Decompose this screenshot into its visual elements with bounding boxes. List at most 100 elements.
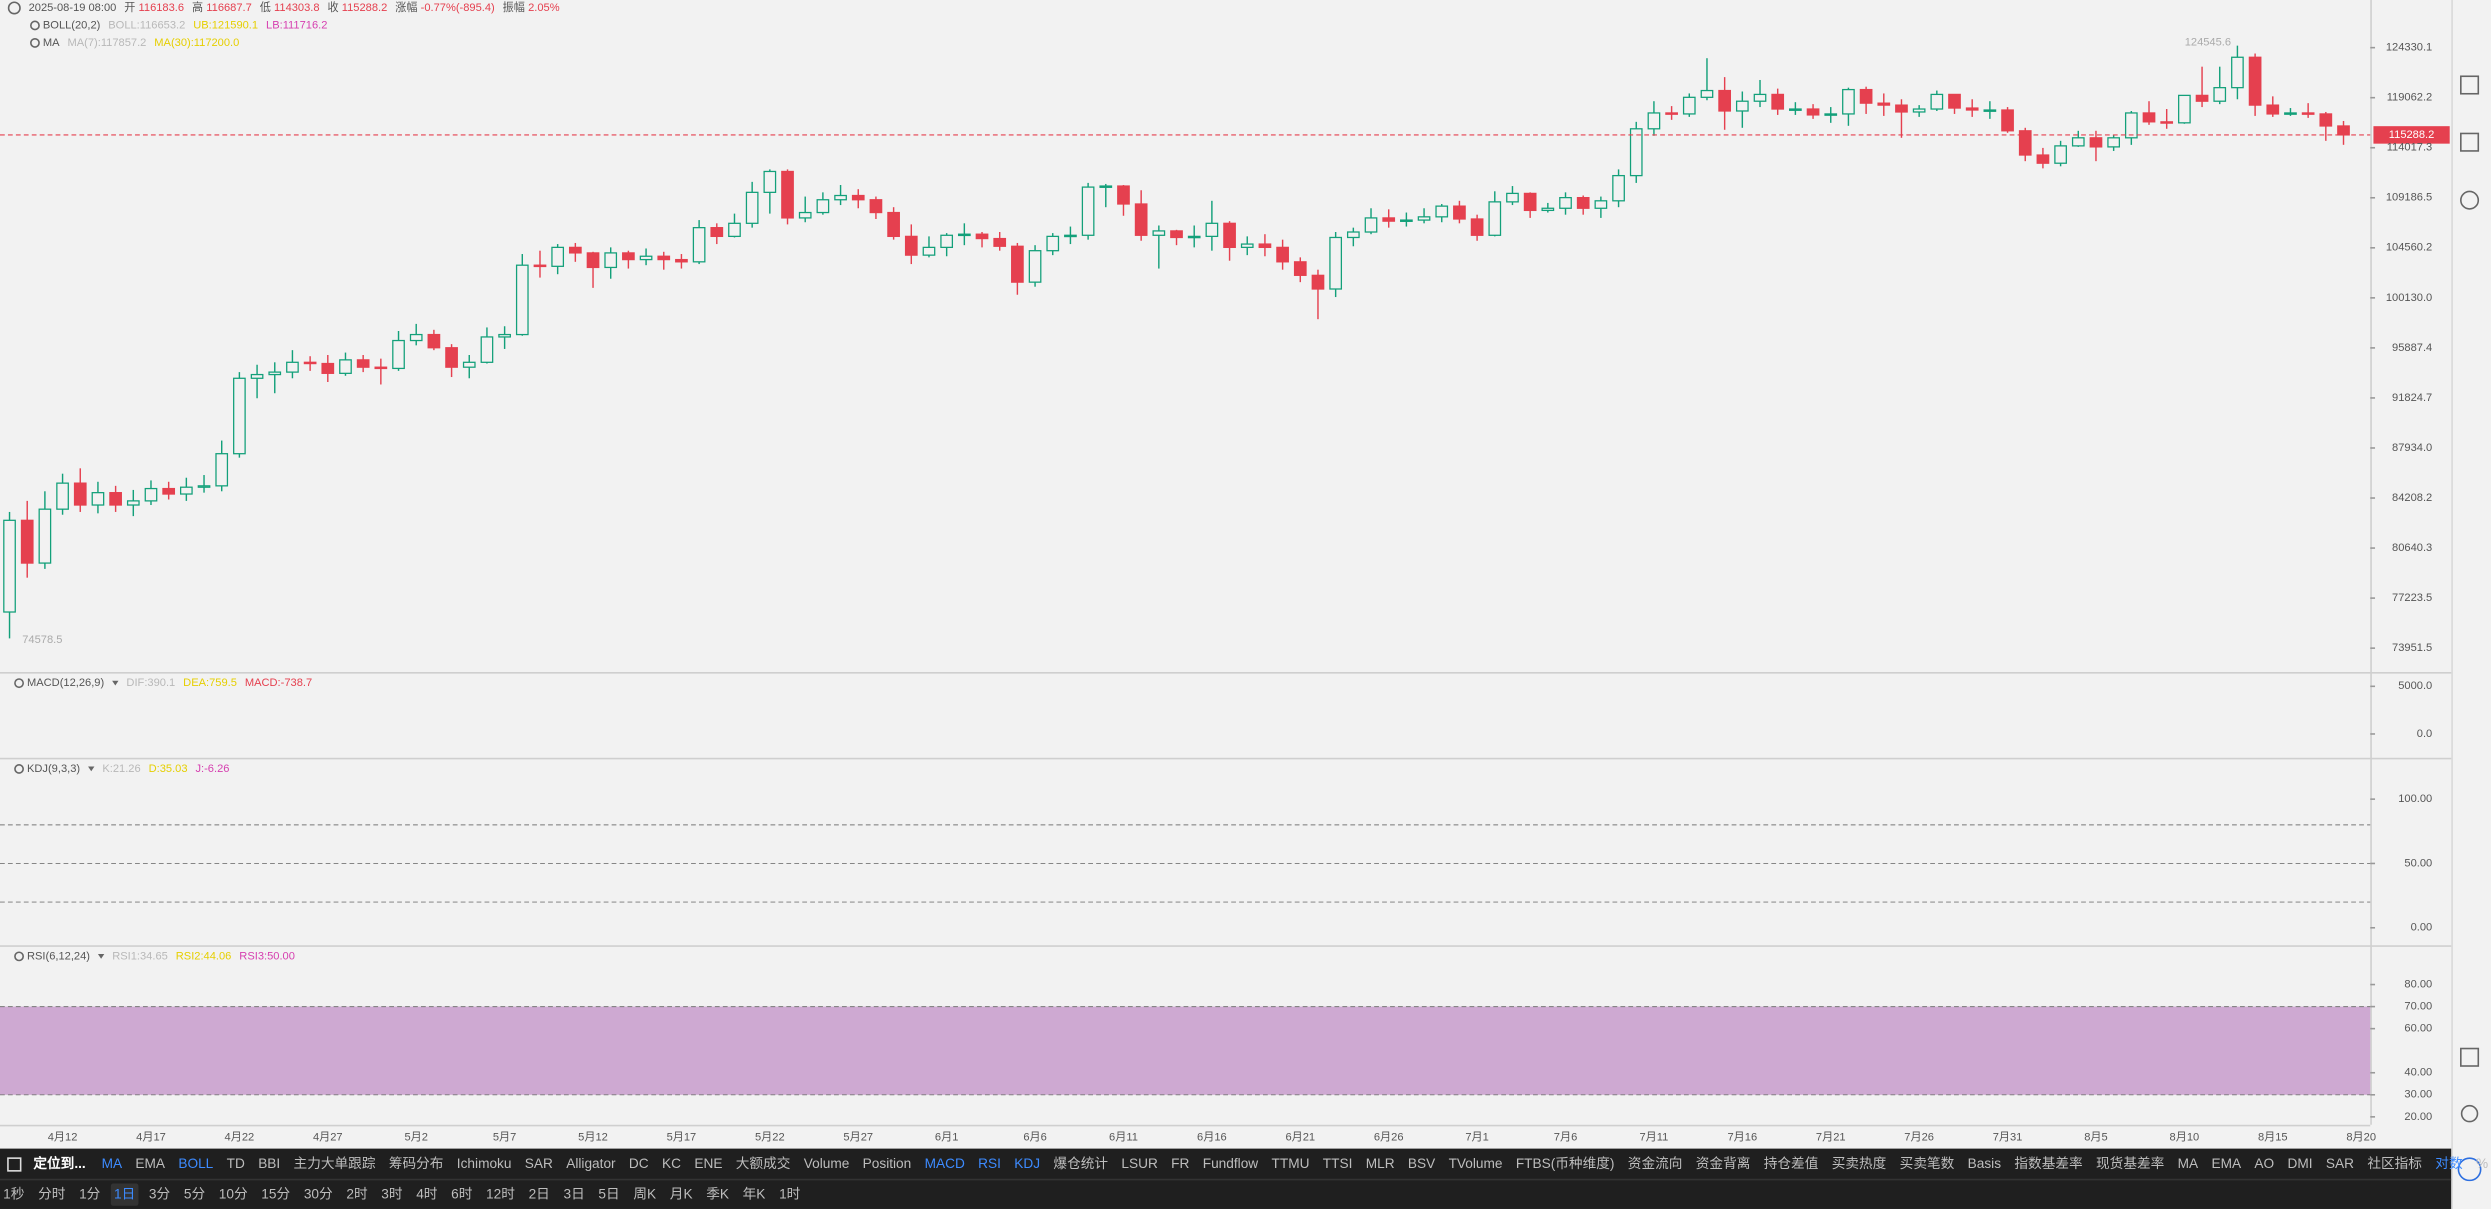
indicator-button[interactable]: FR xyxy=(1171,1156,1189,1171)
y-tick-label: 73951.5 xyxy=(2392,642,2432,654)
candle-body xyxy=(1453,205,1466,220)
indicator-button[interactable]: 持仓差值 xyxy=(1764,1156,1819,1171)
timeframe-button[interactable]: 1时 xyxy=(779,1186,801,1201)
candle-body xyxy=(1223,222,1236,249)
timeframe-button[interactable]: 2日 xyxy=(529,1186,550,1201)
header-label: 高 xyxy=(192,0,203,14)
timeframe-button[interactable]: 6时 xyxy=(451,1186,473,1201)
timeframe-button[interactable]: 月K xyxy=(670,1186,693,1201)
indicator-button[interactable]: SAR xyxy=(2326,1156,2354,1171)
sidebar-icon[interactable] xyxy=(2460,1047,2480,1067)
indicator-button[interactable]: Ichimoku xyxy=(457,1156,512,1171)
locate-button[interactable]: 定位到... xyxy=(33,1155,85,1171)
legend-entry: RSI1:34.65 xyxy=(112,950,168,962)
indicator-button[interactable]: Position xyxy=(863,1156,912,1171)
indicator-button[interactable]: KDJ xyxy=(1014,1156,1040,1171)
timeframe-button[interactable]: 5日 xyxy=(598,1186,619,1201)
indicator-button[interactable]: 主力大单跟踪 xyxy=(294,1156,376,1171)
indicator-button[interactable]: TTSI xyxy=(1323,1156,1353,1171)
candle-body xyxy=(551,246,565,267)
sidebar-icon[interactable] xyxy=(2457,1157,2482,1182)
timeframe-button[interactable]: 1日 xyxy=(114,1186,135,1201)
y-tick-label: 104560.2 xyxy=(2386,242,2432,254)
indicator-button[interactable]: 买卖热度 xyxy=(1832,1156,1887,1171)
indicator-button[interactable]: MA xyxy=(2178,1156,2199,1171)
x-tick-label: 7月31 xyxy=(1993,1131,2023,1143)
timeframe-button[interactable]: 5分 xyxy=(184,1186,206,1201)
indicator-button[interactable]: MLR xyxy=(1366,1156,1395,1171)
x-tick-label: 6月16 xyxy=(1197,1131,1227,1143)
indicator-button[interactable]: EMA xyxy=(135,1156,165,1171)
timeframe-button[interactable]: 4时 xyxy=(416,1186,438,1201)
sidebar-icon[interactable] xyxy=(2460,75,2480,95)
candle-body xyxy=(109,492,122,506)
timeframe-button[interactable]: 1分 xyxy=(79,1186,101,1201)
x-tick-label: 7月26 xyxy=(1904,1131,1934,1143)
indicator-button[interactable]: BSV xyxy=(1408,1156,1436,1171)
indicator-button[interactable]: 指数基差率 xyxy=(2014,1155,2082,1171)
indicator-button[interactable]: TD xyxy=(227,1156,245,1171)
candle-body xyxy=(1435,205,1449,218)
header-value: -0.77%(-895.4) xyxy=(421,2,495,14)
indicator-button[interactable]: DC xyxy=(629,1156,649,1171)
candle-body xyxy=(1099,185,1113,188)
indicator-button[interactable]: % xyxy=(2476,1156,2488,1171)
y-tick-label: 100.00 xyxy=(2398,793,2432,805)
candle-body xyxy=(710,227,724,238)
indicator-button[interactable]: Fundflow xyxy=(1203,1156,1259,1171)
timeframe-button[interactable]: 30分 xyxy=(304,1186,333,1201)
indicator-button[interactable]: 大额成交 xyxy=(736,1155,791,1171)
indicator-button[interactable]: MA xyxy=(102,1156,123,1171)
timeframe-button[interactable]: 1秒 xyxy=(3,1186,25,1201)
indicator-button[interactable]: EMA xyxy=(2211,1156,2241,1171)
indicator-button[interactable]: RSI xyxy=(978,1156,1001,1171)
timeframe-button[interactable]: 分时 xyxy=(38,1186,66,1201)
candle-body xyxy=(1506,192,1519,203)
indicator-button[interactable]: KC xyxy=(662,1156,681,1171)
candle-body xyxy=(427,333,441,349)
timeframe-button[interactable]: 周K xyxy=(633,1186,656,1201)
timeframe-button[interactable]: 年K xyxy=(743,1186,766,1201)
indicator-button[interactable]: FTBS(币种维度) xyxy=(1516,1156,1615,1171)
timeframe-button[interactable]: 3分 xyxy=(149,1186,171,1201)
sidebar-icon[interactable] xyxy=(2460,190,2480,210)
candle-body xyxy=(1170,230,1183,239)
timeframe-button[interactable]: 15分 xyxy=(261,1186,290,1201)
timeframe-button[interactable]: 季K xyxy=(706,1186,729,1201)
indicator-button[interactable]: ENE xyxy=(694,1156,722,1171)
indicator-button[interactable]: 资金背离 xyxy=(1696,1155,1751,1171)
indicator-button[interactable]: TVolume xyxy=(1449,1156,1503,1171)
indicator-button[interactable]: Volume xyxy=(804,1156,850,1171)
candle-body xyxy=(1930,93,1944,110)
indicator-button[interactable]: MACD xyxy=(925,1156,965,1171)
indicator-button[interactable]: 社区指标 xyxy=(2367,1156,2422,1171)
indicator-button[interactable]: LSUR xyxy=(1121,1156,1158,1171)
indicator-button[interactable]: SAR xyxy=(525,1156,553,1171)
candle-body xyxy=(1912,108,1926,113)
y-tick-label: 80640.3 xyxy=(2392,542,2432,554)
sidebar-icon[interactable] xyxy=(2460,1104,2479,1123)
y-tick-label: 30.00 xyxy=(2404,1089,2432,1101)
indicator-button[interactable]: BBI xyxy=(258,1156,280,1171)
x-tick-label: 5月2 xyxy=(404,1131,427,1143)
indicator-button[interactable]: TTMU xyxy=(1272,1156,1310,1171)
indicator-button[interactable]: DMI xyxy=(2288,1156,2313,1171)
indicator-button[interactable]: 对数 xyxy=(2435,1156,2463,1171)
indicator-button[interactable]: Alligator xyxy=(566,1156,616,1171)
indicator-button[interactable]: 筹码分布 xyxy=(389,1155,444,1171)
indicator-button[interactable]: 现货基差率 xyxy=(2096,1155,2164,1171)
indicator-button[interactable]: AO xyxy=(2254,1156,2274,1171)
timeframe-button[interactable]: 2时 xyxy=(346,1186,368,1201)
indicator-button[interactable]: Basis xyxy=(1968,1156,2002,1171)
sidebar-icon[interactable] xyxy=(2460,132,2480,152)
indicator-button[interactable]: BOLL xyxy=(178,1156,213,1171)
candle-body xyxy=(392,339,405,370)
timeframe-button[interactable]: 3时 xyxy=(381,1186,403,1201)
timeframe-button[interactable]: 3日 xyxy=(564,1186,585,1201)
indicator-button[interactable]: 买卖笔数 xyxy=(1900,1156,1955,1171)
timeframe-button[interactable]: 12时 xyxy=(486,1186,515,1201)
indicator-button[interactable]: 爆仓统计 xyxy=(1053,1156,1108,1171)
indicator-button[interactable]: 资金流向 xyxy=(1628,1156,1683,1171)
timeframe-button[interactable]: 10分 xyxy=(219,1186,248,1201)
candle-body xyxy=(215,453,229,487)
